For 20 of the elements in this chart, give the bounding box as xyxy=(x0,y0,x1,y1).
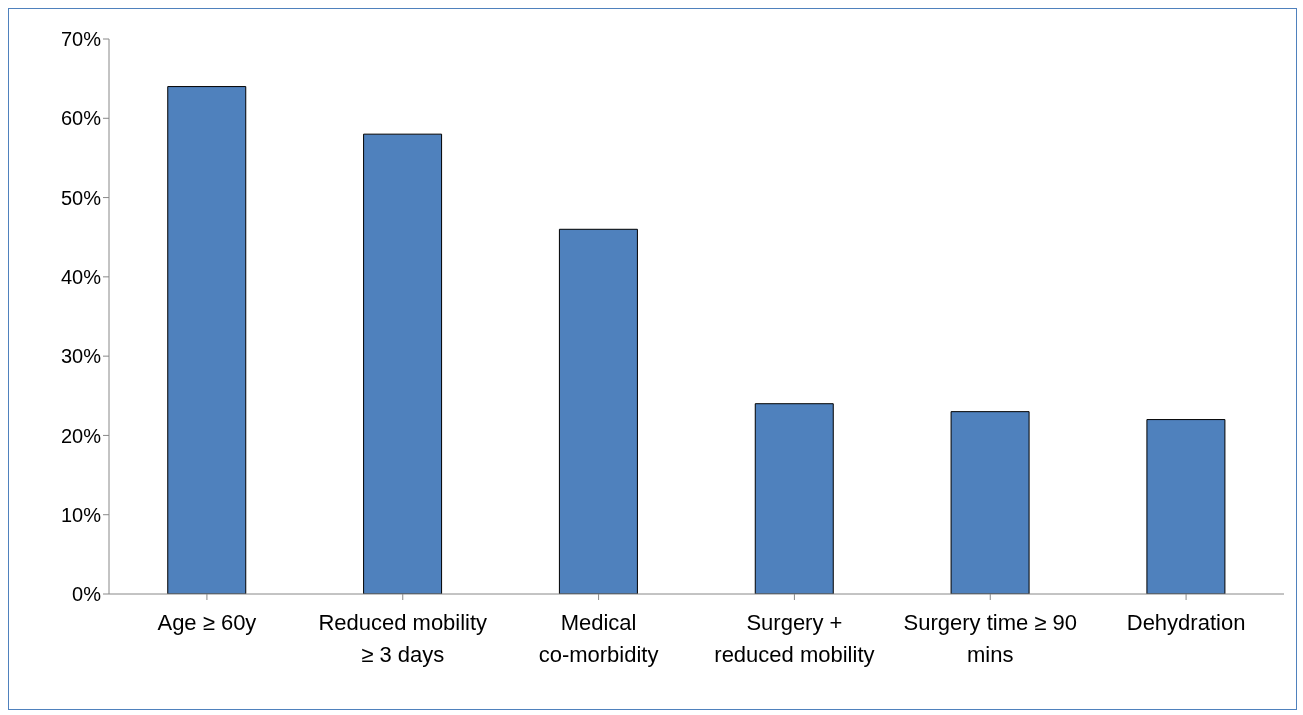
bar xyxy=(167,86,247,594)
bar xyxy=(950,411,1030,594)
y-tick-label: 20% xyxy=(60,424,102,447)
bar xyxy=(1146,419,1226,594)
x-tick-label: Age ≥ 60y xyxy=(157,610,257,635)
y-tick-label: 70% xyxy=(60,28,102,51)
y-tick-label: 40% xyxy=(60,265,102,288)
x-tick-label: Reduced mobility ≥ 3 days xyxy=(318,610,488,667)
bar xyxy=(558,228,638,594)
y-tick-label: 30% xyxy=(60,345,102,368)
y-tick-label: 0% xyxy=(72,583,102,606)
bar xyxy=(363,133,443,594)
x-tick-label: Surgery time ≥ 90 mins xyxy=(903,610,1077,667)
bar xyxy=(754,403,834,594)
x-tick-label: Medical co-morbidity xyxy=(538,610,659,667)
y-tick-label: 60% xyxy=(60,107,102,130)
x-tick-label: Surgery + reduced mobility xyxy=(714,610,875,667)
y-tick-label: 50% xyxy=(60,186,102,209)
x-tick-label: Dehydration xyxy=(1126,610,1246,635)
y-tick-label: 10% xyxy=(60,503,102,526)
